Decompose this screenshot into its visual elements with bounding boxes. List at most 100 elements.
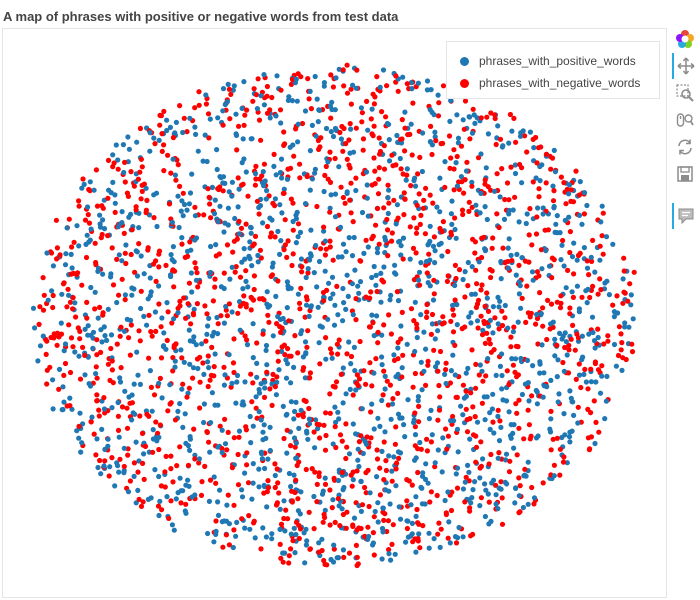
point-negative[interactable] [331,546,337,552]
point-positive[interactable] [604,278,610,284]
point-positive[interactable] [185,390,191,396]
point-positive[interactable] [110,152,116,158]
point-positive[interactable] [592,440,598,447]
point-negative[interactable] [510,362,516,368]
point-positive[interactable] [121,445,127,451]
point-positive[interactable] [408,121,414,127]
point-negative[interactable] [537,290,543,296]
point-positive[interactable] [179,386,185,392]
point-negative[interactable] [159,507,165,513]
point-negative[interactable] [494,171,500,177]
point-negative[interactable] [264,83,270,90]
point-negative[interactable] [132,269,138,275]
point-negative[interactable] [600,251,606,257]
point-negative[interactable] [316,422,323,428]
point-negative[interactable] [347,121,353,127]
point-positive[interactable] [484,295,490,301]
point-negative[interactable] [479,332,486,338]
point-negative[interactable] [567,311,573,317]
point-positive[interactable] [377,423,383,429]
point-negative[interactable] [327,244,333,250]
point-positive[interactable] [252,535,258,541]
point-positive[interactable] [256,466,262,472]
point-negative[interactable] [561,180,567,186]
point-negative[interactable] [399,374,405,380]
point-positive[interactable] [272,472,278,479]
point-negative[interactable] [128,322,134,328]
point-negative[interactable] [364,98,370,104]
point-positive[interactable] [355,283,361,289]
point-negative[interactable] [161,168,167,174]
point-positive[interactable] [286,470,292,477]
point-positive[interactable] [288,483,294,490]
point-positive[interactable] [135,487,141,493]
point-positive[interactable] [159,395,165,401]
point-positive[interactable] [516,291,523,297]
point-positive[interactable] [300,354,306,360]
point-positive[interactable] [221,320,227,326]
point-negative[interactable] [443,367,449,373]
point-negative[interactable] [595,326,601,332]
point-positive[interactable] [371,333,377,339]
point-negative[interactable] [472,414,478,420]
point-negative[interactable] [550,436,556,442]
point-positive[interactable] [279,348,285,354]
point-positive[interactable] [145,296,151,302]
point-positive[interactable] [490,304,496,310]
point-positive[interactable] [466,314,472,320]
point-positive[interactable] [447,118,453,124]
point-positive[interactable] [485,491,491,497]
point-negative[interactable] [259,173,265,179]
point-negative[interactable] [225,492,231,498]
point-positive[interactable] [76,353,82,359]
point-positive[interactable] [97,224,104,230]
point-positive[interactable] [387,297,393,303]
point-negative[interactable] [473,304,479,310]
point-negative[interactable] [478,115,484,121]
point-negative[interactable] [374,74,380,80]
point-positive[interactable] [482,246,488,252]
point-positive[interactable] [437,544,443,551]
point-negative[interactable] [438,141,444,147]
point-positive[interactable] [122,388,128,394]
point-negative[interactable] [236,123,242,129]
point-negative[interactable] [411,215,417,221]
point-negative[interactable] [350,523,356,529]
point-positive[interactable] [298,256,304,262]
point-negative[interactable] [567,229,574,235]
point-positive[interactable] [201,371,207,377]
point-negative[interactable] [425,358,431,364]
point-negative[interactable] [354,67,360,73]
point-positive[interactable] [369,312,375,318]
point-negative[interactable] [236,218,242,224]
point-positive[interactable] [180,213,186,219]
point-negative[interactable] [408,306,415,312]
point-negative[interactable] [146,355,152,361]
point-negative[interactable] [40,307,47,313]
point-positive[interactable] [125,489,132,495]
point-positive[interactable] [373,282,379,288]
point-positive[interactable] [126,214,132,220]
point-negative[interactable] [371,101,377,107]
point-positive[interactable] [599,373,605,379]
point-negative[interactable] [370,133,376,139]
point-negative[interactable] [171,284,177,290]
point-negative[interactable] [297,526,304,532]
point-negative[interactable] [399,117,405,123]
point-positive[interactable] [452,282,458,289]
point-positive[interactable] [529,269,536,275]
point-negative[interactable] [497,418,503,424]
point-negative[interactable] [348,353,355,360]
point-negative[interactable] [190,375,196,381]
point-positive[interactable] [331,542,337,548]
point-positive[interactable] [462,479,468,485]
point-positive[interactable] [398,252,404,258]
point-positive[interactable] [584,202,590,209]
point-positive[interactable] [555,357,561,363]
point-positive[interactable] [236,231,242,237]
point-negative[interactable] [618,347,624,353]
point-negative[interactable] [469,183,475,189]
point-positive[interactable] [121,169,127,176]
point-positive[interactable] [512,162,518,168]
point-positive[interactable] [292,408,298,415]
